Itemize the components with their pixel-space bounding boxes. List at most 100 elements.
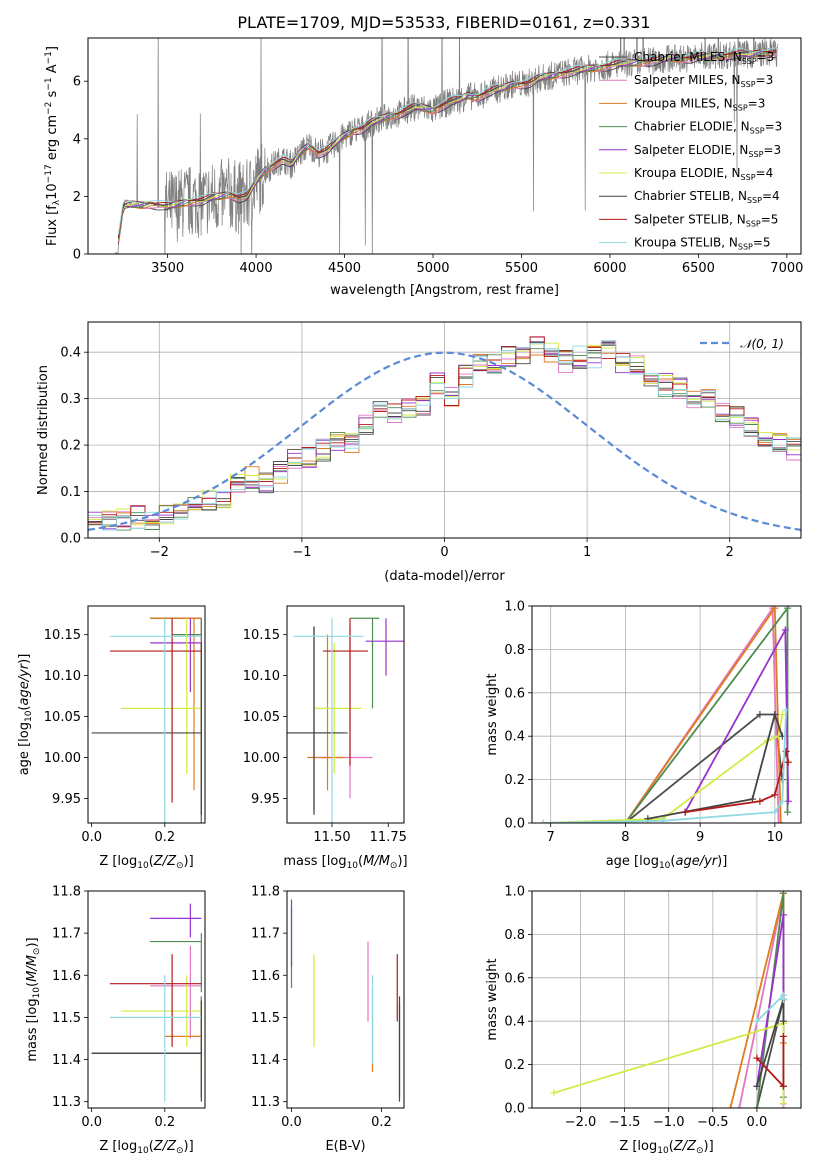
panel-weight-vs-age: 7 8 9 10 0.0 0.2 0.4 0.6 0.8 1.0 age [log10(age/yr…	[485, 600, 802, 871]
y-tick-label: 10.15	[44, 628, 81, 643]
y-tick-label: 10.10	[44, 669, 81, 684]
legend: Chabrier MILES, NSSP=3 Salpeter MILES, NS…	[599, 50, 782, 252]
y-tick-label: 10.00	[44, 751, 81, 766]
x-tick-label: 10	[767, 830, 784, 845]
x-tick-label: 0.0	[747, 1115, 768, 1130]
y-tick-label: 9.95	[251, 792, 280, 807]
y-tick-label: 11.7	[52, 927, 81, 942]
histogram-7	[88, 341, 801, 538]
x-axis-label: wavelength [Angstrom, rest frame]	[330, 283, 559, 298]
y-axis-label: mass weight	[485, 958, 500, 1040]
y-axis-label: mass [log10(M/M⊙)]	[25, 937, 42, 1061]
axes-frame	[286, 890, 405, 1109]
plot-area-spectrum	[115, 38, 779, 254]
panel-age-vs-z: 0.0 0.2 9.95 10.00 10.05 10.10 10.15 Z [log10(Z…	[17, 605, 206, 871]
axes-frame	[286, 605, 405, 824]
x-tick-label: 7000	[770, 261, 803, 276]
legend-entry: Salpeter MILES, NSSP=3	[634, 73, 773, 89]
x-tick-label: 0.0	[81, 1115, 102, 1130]
panel-mass-vs-ebv: 0.0 0.2 11.3 11.4 11.5 11.6 11.7 11.8 E(B-V)	[251, 885, 405, 1154]
weight-line-1	[624, 713, 784, 823]
plot-area-weight-vs-z	[550, 891, 787, 1108]
y-tick-label: 0.8	[504, 928, 525, 943]
y-tick-label: 11.7	[251, 927, 280, 942]
figure-title: PLATE=1709, MJD=53533, FIBERID=0161, z=0…	[237, 13, 650, 32]
x-axis-label: Z [log10(Z/Z⊙)]	[99, 1139, 193, 1156]
y-axis-label: Flux [fλ10−17 erg cm−2 s−1 A−1]	[44, 46, 62, 246]
legend-entry: Kroupa STELIB, NSSP=5	[634, 236, 771, 252]
x-tick-label: 4000	[240, 261, 273, 276]
x-tick-label: 6000	[593, 261, 626, 276]
weight-line-1	[756, 999, 785, 1108]
x-tick-label: −2	[150, 545, 169, 560]
x-tick-label: 11.50	[313, 830, 350, 845]
y-tick-label: 4	[73, 132, 81, 147]
y-tick-label: 11.6	[52, 969, 81, 984]
y-tick-label: 0.4	[504, 730, 525, 745]
y-tick-label: 0.3	[60, 392, 81, 407]
y-tick-label: 10.05	[44, 710, 81, 725]
y-tick-label: 1.0	[504, 885, 525, 900]
y-tick-label: 10.00	[243, 751, 280, 766]
x-axis-label: age [log10(age/yr)]	[606, 854, 728, 871]
x-tick-label: 0.2	[154, 830, 175, 845]
y-tick-label: 11.3	[251, 1095, 280, 1110]
y-axis-label: age [log10(age/yr)]	[17, 654, 34, 776]
weight-line-7	[647, 711, 784, 820]
y-tick-label: 0.6	[504, 971, 525, 986]
y-tick-label: 0.8	[504, 643, 525, 658]
y-tick-label: 0.4	[60, 346, 81, 361]
x-axis-label: Z [log10(Z/Z⊙)]	[619, 1139, 713, 1156]
x-tick-label: 0.2	[371, 1115, 392, 1130]
axes-frame	[531, 605, 802, 824]
axes-frame	[87, 605, 206, 824]
legend-entry: Chabrier MILES, NSSP=3	[634, 50, 774, 66]
x-tick-label: 11.75	[370, 830, 407, 845]
axes-frame	[87, 37, 802, 255]
y-tick-label: 11.5	[251, 1011, 280, 1026]
y-tick-label: 11.8	[52, 885, 81, 900]
y-tick-label: 0.6	[504, 686, 525, 701]
y-tick-label: 0.0	[60, 532, 81, 547]
y-tick-label: 10.05	[243, 710, 280, 725]
x-tick-label: 4500	[328, 261, 361, 276]
panel-mass-vs-z: 0.0 0.2 11.3 11.4 11.5 11.6 11.7 11.8 Z [log10(Z…	[25, 885, 206, 1156]
panels: 3500 4000 4500 5000 5500 6000 6500 7000 0 2 4 6 wave…	[17, 37, 803, 1156]
y-tick-label: 0.4	[504, 1015, 525, 1030]
legend-entry: Chabrier STELIB, NSSP=4	[634, 189, 780, 205]
x-tick-label: −1.5	[609, 1115, 641, 1130]
y-tick-label: 9.95	[52, 792, 81, 807]
y-tick-label: 0.2	[504, 1058, 525, 1073]
spectrum-data	[115, 38, 779, 254]
x-tick-label: 9	[696, 830, 704, 845]
y-tick-label: 11.8	[251, 885, 280, 900]
x-axis-label: Z [log10(Z/Z⊙)]	[99, 854, 193, 871]
x-tick-label: 5500	[505, 261, 538, 276]
gaussian-curve	[88, 351, 801, 531]
y-tick-label: 6	[73, 75, 81, 90]
x-tick-label: 0.0	[281, 1115, 302, 1130]
y-tick-label: 11.3	[52, 1095, 81, 1110]
axes-frame	[87, 321, 802, 539]
y-axis-label: mass weight	[485, 673, 500, 755]
plot-area-age-vs-z	[91, 617, 202, 823]
y-tick-label: 2	[73, 190, 81, 205]
y-tick-label: 11.4	[52, 1053, 81, 1068]
y-tick-label: 10.15	[243, 628, 280, 643]
y-tick-label: 0.0	[504, 817, 525, 832]
y-axis-label: Normed distribution	[36, 365, 51, 495]
x-tick-label: −0.5	[697, 1115, 729, 1130]
plot-area-weight-vs-age	[539, 606, 792, 823]
legend-entry: 𝒩(0, 1)	[740, 337, 784, 351]
x-tick-label: 1	[583, 545, 591, 560]
x-tick-label: 8	[621, 830, 629, 845]
y-tick-label: 11.4	[251, 1053, 280, 1068]
x-tick-label: 7	[547, 830, 555, 845]
weight-line-8	[685, 751, 790, 813]
y-tick-label: 1.0	[504, 600, 525, 615]
plot-area-residuals	[88, 336, 801, 538]
weight-line-4	[624, 606, 789, 823]
panel-age-vs-mass: 11.50 11.75 9.95 10.00 10.05 10.10 10.15 mass […	[243, 605, 408, 871]
x-tick-label: −2.0	[565, 1115, 597, 1130]
